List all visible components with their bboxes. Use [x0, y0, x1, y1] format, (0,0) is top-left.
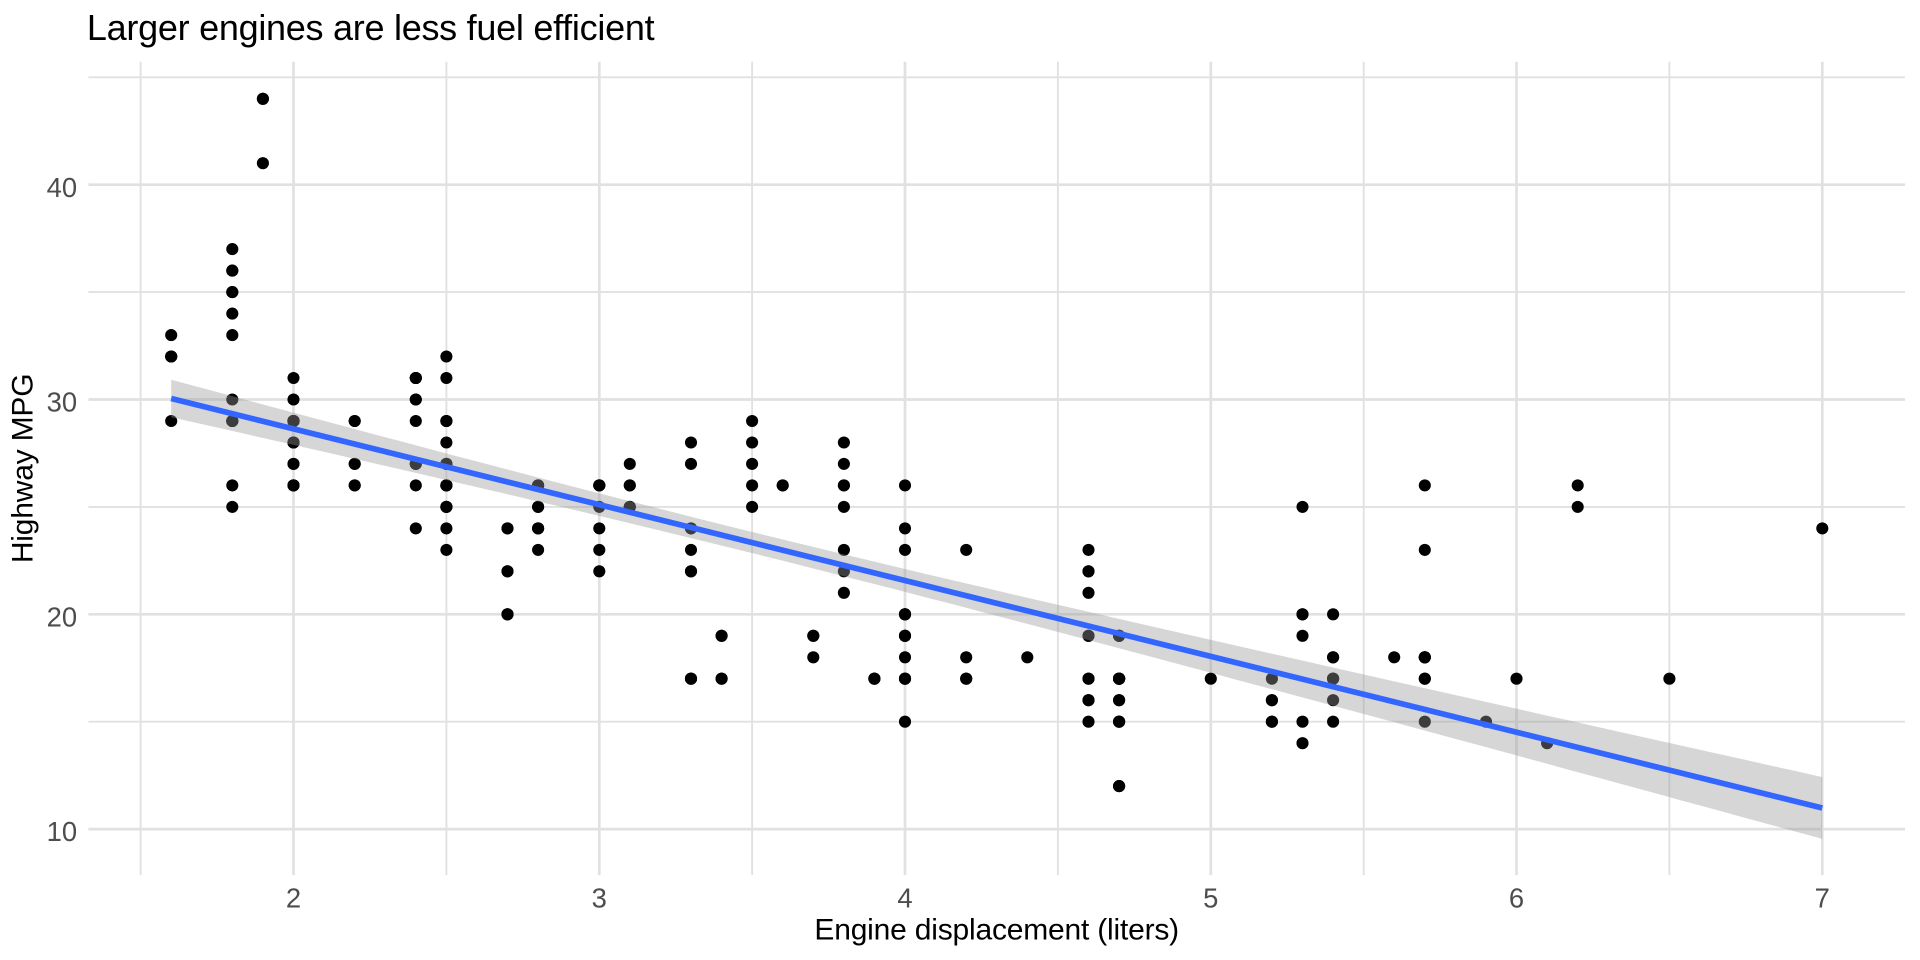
svg-text:6: 6: [1509, 883, 1524, 914]
svg-text:40: 40: [47, 172, 77, 203]
svg-text:30: 30: [47, 387, 77, 418]
svg-text:7: 7: [1815, 883, 1830, 914]
svg-text:Highway MPG: Highway MPG: [6, 374, 39, 564]
svg-text:Larger engines are less fuel e: Larger engines are less fuel efficient: [87, 7, 655, 48]
svg-text:4: 4: [897, 883, 912, 914]
svg-text:10: 10: [47, 816, 77, 847]
svg-text:20: 20: [47, 601, 77, 632]
svg-text:2: 2: [286, 883, 301, 914]
svg-text:3: 3: [592, 883, 607, 914]
svg-text:5: 5: [1203, 883, 1218, 914]
svg-text:Engine displacement (liters): Engine displacement (liters): [814, 914, 1179, 947]
